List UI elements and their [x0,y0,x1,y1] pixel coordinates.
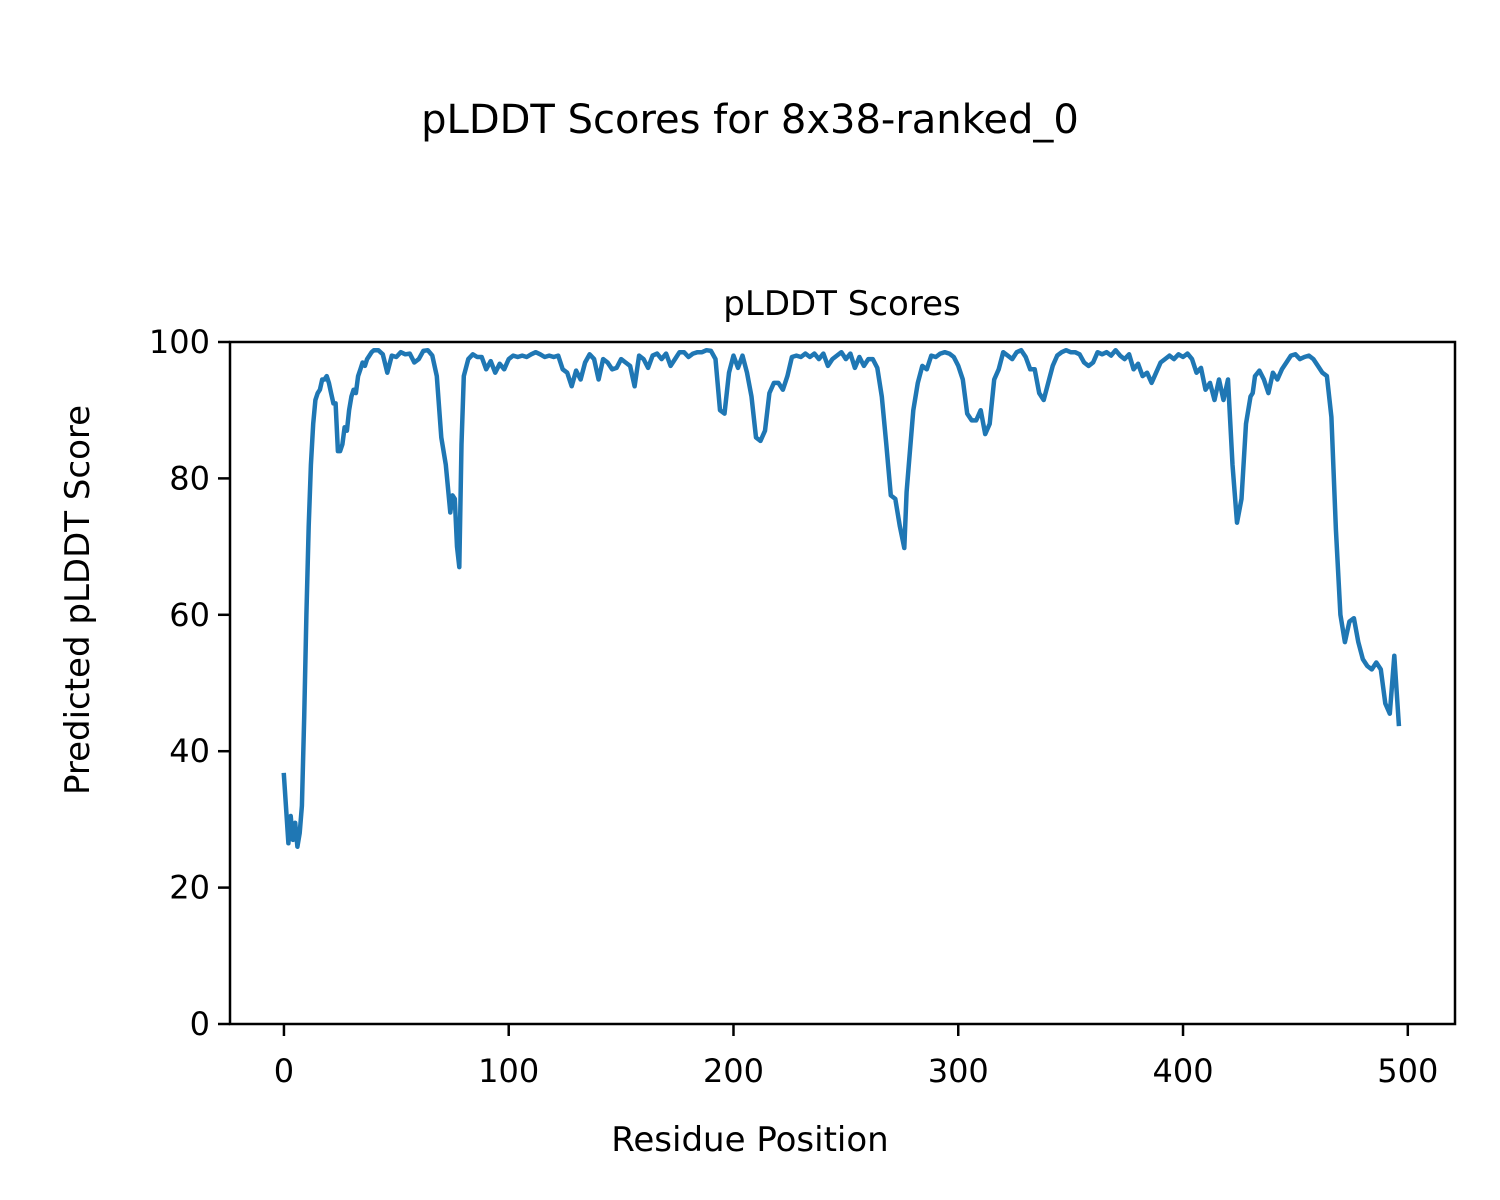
x-tick-label: 200 [703,1052,764,1090]
y-axis: 0 20 40 60 80 100 [149,323,230,1043]
y-tick-label: 80 [169,459,210,497]
y-tick-label: 60 [169,596,210,634]
x-tick-label: 100 [478,1052,539,1090]
axes-frame [228,340,1457,1026]
y-axis-label: Predicted pLDDT Score [58,405,98,795]
x-tick-label: 300 [928,1052,989,1090]
series-layer [281,347,1402,849]
y-tick-label: 40 [169,732,210,770]
x-tick-label: 0 [274,1052,294,1090]
x-axis-label: Residue Position [611,1120,888,1160]
y-tick-label: 100 [149,323,210,361]
y-tick-label: 20 [169,869,210,907]
x-axis: 0 100 200 300 400 500 [274,1024,1438,1090]
x-tick-label: 500 [1377,1052,1438,1090]
x-tick-label: 400 [1152,1052,1213,1090]
y-tick-label: 0 [190,1005,210,1043]
figure-suptitle: pLDDT Scores for 8x38-ranked_0 [421,97,1079,143]
plot-area [228,340,1457,1026]
series-line-0 [281,347,1402,849]
chart-title: pLDDT Scores [723,284,960,324]
